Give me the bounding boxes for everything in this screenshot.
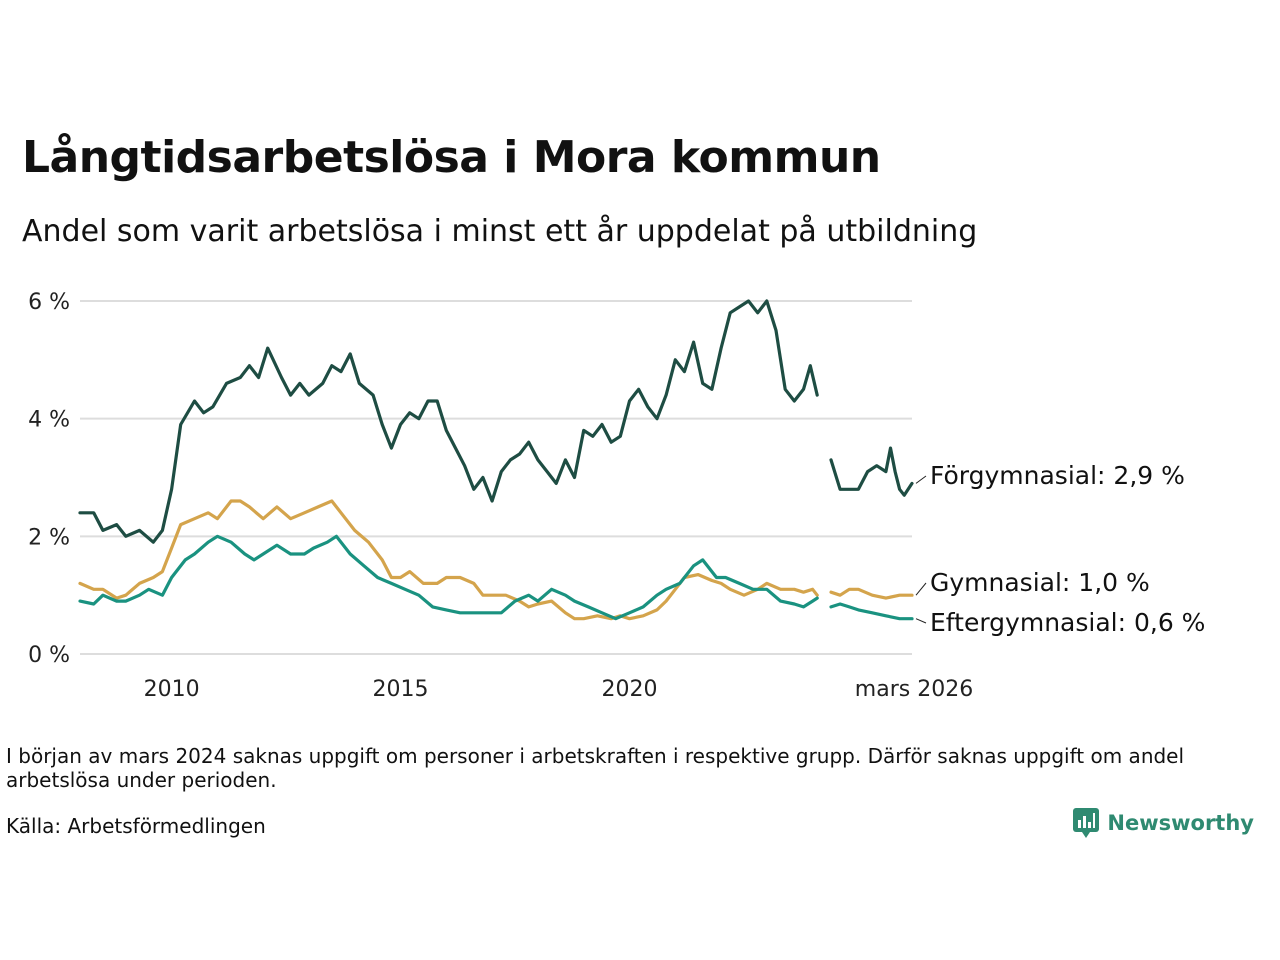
series-line-eftergymnasial [78, 534, 819, 621]
series-end-label: Gymnasial: 1,0 % [930, 568, 1150, 597]
line-chart: 0 % 2 % 4 % 6 % 2010 2015 2020 mars 2026 Förgym… [28, 290, 1205, 702]
label-leader [915, 475, 927, 484]
series-line-förgymnasial [829, 446, 914, 497]
series-line-gymnasial [829, 587, 914, 600]
brand: Newsworthy [1073, 808, 1254, 838]
chart-subtitle: Andel som varit arbetslösa i minst ett å… [22, 214, 978, 249]
series-end-label: Förgymnasial: 2,9 % [930, 461, 1185, 490]
axis-layer: 0 % 2 % 4 % 6 % 2010 2015 2020 mars 2026 [28, 290, 973, 702]
label-leader [915, 618, 927, 624]
series-layer [78, 299, 914, 621]
source-text: Källa: Arbetsförmedlingen [6, 814, 266, 838]
label-leader [915, 582, 927, 596]
y-tick-label: 0 % [28, 643, 70, 668]
series-end-label: Eftergymnasial: 0,6 % [930, 608, 1205, 637]
x-tick-label: 2015 [373, 677, 429, 702]
x-tick-label: mars 2026 [855, 677, 973, 702]
chart-title: Långtidsarbetslösa i Mora kommun [22, 132, 881, 183]
series-line-gymnasial [78, 499, 819, 621]
x-tick-label: 2020 [601, 677, 657, 702]
newsworthy-logo-icon [1073, 808, 1100, 838]
y-tick-label: 4 % [28, 408, 70, 433]
series-line-eftergymnasial [829, 602, 914, 621]
x-tick-label: 2010 [144, 677, 200, 702]
brand-name: Newsworthy [1107, 811, 1254, 835]
y-tick-label: 2 % [28, 525, 70, 550]
series-line-förgymnasial [78, 299, 819, 544]
label-layer: Förgymnasial: 2,9 % Gymnasial: 1,0 % Efter… [915, 461, 1205, 637]
y-tick-label: 6 % [28, 290, 70, 315]
footnote: I början av mars 2024 saknas uppgift om … [6, 744, 1185, 792]
